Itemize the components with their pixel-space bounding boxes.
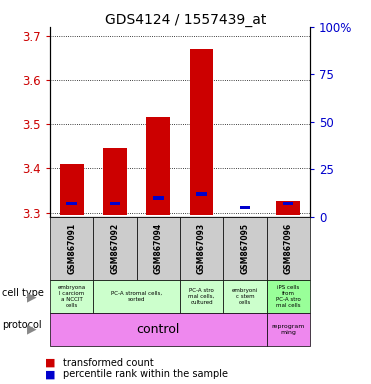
Text: GSM867095: GSM867095 <box>240 223 249 274</box>
Bar <box>276 202 300 215</box>
Bar <box>153 196 164 200</box>
Text: GSM867096: GSM867096 <box>284 223 293 274</box>
Text: GDS4124 / 1557439_at: GDS4124 / 1557439_at <box>105 13 266 27</box>
Text: control: control <box>137 323 180 336</box>
Bar <box>196 192 207 196</box>
Text: iPS cells
from
PC-A stro
mal cells: iPS cells from PC-A stro mal cells <box>276 285 301 308</box>
Bar <box>283 202 293 205</box>
Text: PC-A stro
mal cells,
cultured: PC-A stro mal cells, cultured <box>188 288 215 305</box>
Text: GSM867092: GSM867092 <box>111 223 119 274</box>
Text: GSM867091: GSM867091 <box>67 223 76 274</box>
Text: protocol: protocol <box>2 320 42 331</box>
Text: ▶: ▶ <box>27 290 36 303</box>
Text: cell type: cell type <box>2 288 44 298</box>
Text: transformed count: transformed count <box>63 358 154 368</box>
Text: ■: ■ <box>45 369 55 379</box>
Bar <box>60 164 83 215</box>
Bar <box>110 202 120 205</box>
Text: embryoni
c stem
cells: embryoni c stem cells <box>232 288 258 305</box>
Bar <box>190 49 213 215</box>
Text: embryona
l carciom
a NCCIT
cells: embryona l carciom a NCCIT cells <box>58 285 86 308</box>
Bar <box>103 149 127 215</box>
Text: GSM867094: GSM867094 <box>154 223 163 274</box>
Text: percentile rank within the sample: percentile rank within the sample <box>63 369 228 379</box>
Text: ■: ■ <box>45 358 55 368</box>
Text: PC-A stromal cells,
sorted: PC-A stromal cells, sorted <box>111 291 162 302</box>
Bar <box>147 118 170 215</box>
Bar <box>240 206 250 209</box>
Text: GSM867093: GSM867093 <box>197 223 206 274</box>
Bar <box>66 202 77 205</box>
Text: ▶: ▶ <box>27 323 36 336</box>
Text: reprogram
ming: reprogram ming <box>272 324 305 335</box>
